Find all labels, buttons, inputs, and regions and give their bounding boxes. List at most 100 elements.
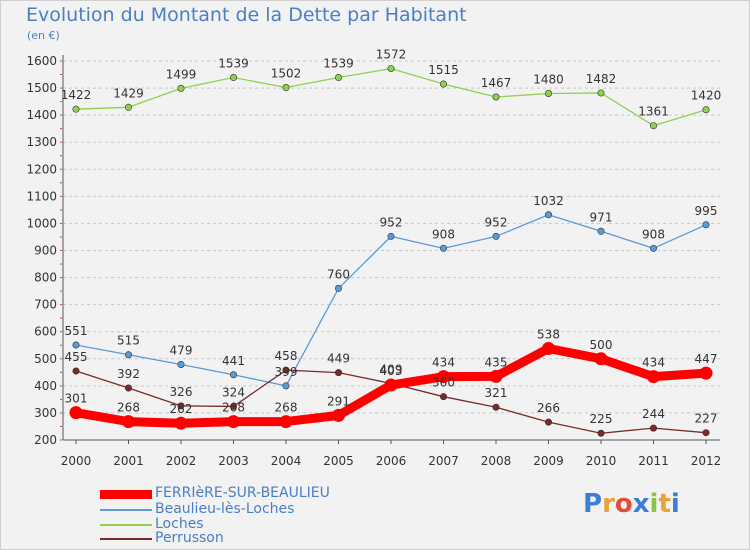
data-point [332,408,345,422]
y-tick-label: 1300 [26,135,57,149]
data-label: 1515 [428,63,459,77]
data-point [387,65,395,73]
data-label: 268 [222,401,245,415]
data-label: 227 [695,412,718,426]
chart-subtitle: (en €) [27,29,60,42]
data-point [439,393,447,401]
legend-swatch [100,509,152,511]
data-label: 360 [432,376,455,390]
x-tick-label: 2007 [428,454,459,468]
y-tick-label: 1400 [26,108,57,122]
data-label: 266 [537,401,560,415]
data-point [489,369,503,383]
data-point [227,415,240,429]
data-point [334,369,342,377]
data-label: 1420 [691,89,722,103]
y-tick-label: 500 [34,352,57,366]
x-tick-label: 2004 [271,454,302,468]
data-point [597,89,605,97]
data-label: 301 [65,392,88,406]
data-point [597,429,605,437]
logo-letter: o [614,489,633,519]
data-label: 1502 [271,67,302,81]
data-point [492,403,500,411]
x-tick-label: 2006 [376,454,407,468]
x-tick-label: 2003 [218,454,249,468]
data-point [230,74,238,82]
logo-letter: i [670,489,680,519]
data-label: 760 [327,267,350,281]
legend-label: FERRIèRE-SUR-BEAULIEU [155,485,330,501]
data-point [72,341,80,349]
data-label: 500 [590,338,613,352]
data-label: 1572 [376,48,407,62]
data-point [439,244,447,252]
data-label: 1539 [323,57,354,71]
data-point [544,418,552,426]
data-label: 447 [695,352,718,366]
data-label: 458 [275,349,298,363]
data-label: 908 [642,227,665,241]
data-label: 321 [485,386,508,400]
data-point [702,429,710,437]
x-tick-label: 2008 [481,454,512,468]
data-point [282,382,290,390]
x-tick-label: 2000 [61,454,92,468]
data-label: 1032 [533,194,564,208]
data-label: 441 [222,354,245,368]
data-point [439,80,447,88]
data-label: 291 [327,394,350,408]
data-label: 1482 [586,72,617,86]
data-label: 1429 [113,86,144,100]
x-tick-label: 2009 [533,454,564,468]
data-label: 1467 [481,76,512,90]
data-label: 399 [275,365,298,379]
data-label: 244 [642,407,665,421]
data-label: 225 [590,412,613,426]
y-tick-label: 1100 [26,189,57,203]
plot-area [63,55,720,440]
data-label: 1539 [218,57,249,71]
data-point [177,84,185,92]
data-point [72,105,80,113]
proxiti-logo: Proxiti [583,489,680,519]
y-tick-label: 900 [34,244,57,258]
y-tick-label: 1600 [26,54,57,68]
logo-letter: t [658,489,671,519]
y-tick-label: 1000 [26,216,57,230]
x-tick-label: 2011 [638,454,669,468]
data-label: 262 [170,402,193,416]
x-tick-label: 2002 [166,454,197,468]
data-label: 479 [170,343,193,357]
data-label: 268 [117,401,140,415]
data-label: 971 [590,210,613,224]
data-label: 515 [117,334,140,348]
data-point [492,232,500,240]
x-tick-label: 2010 [586,454,617,468]
data-point [649,244,657,252]
data-point [72,367,80,375]
data-point [544,211,552,219]
data-label: 538 [537,327,560,341]
data-point [702,221,710,229]
legend-swatch [100,489,152,499]
logo-letter: P [583,489,603,519]
chart-title: Evolution du Montant de la Dette par Hab… [26,4,467,26]
data-point [597,227,605,235]
data-point [334,74,342,82]
data-label: 908 [432,227,455,241]
y-tick-label: 600 [34,325,57,339]
data-label: 409 [380,362,403,376]
y-tick-label: 800 [34,271,57,285]
x-tick-label: 2005 [323,454,354,468]
y-tick-label: 200 [34,433,57,447]
data-label: 403 [380,364,403,378]
data-point [492,93,500,101]
y-tick-label: 400 [34,379,57,393]
data-point [230,402,238,410]
data-label: 449 [327,352,350,366]
data-point [174,416,188,430]
x-tick-label: 2012 [691,454,722,468]
data-point [649,424,657,432]
